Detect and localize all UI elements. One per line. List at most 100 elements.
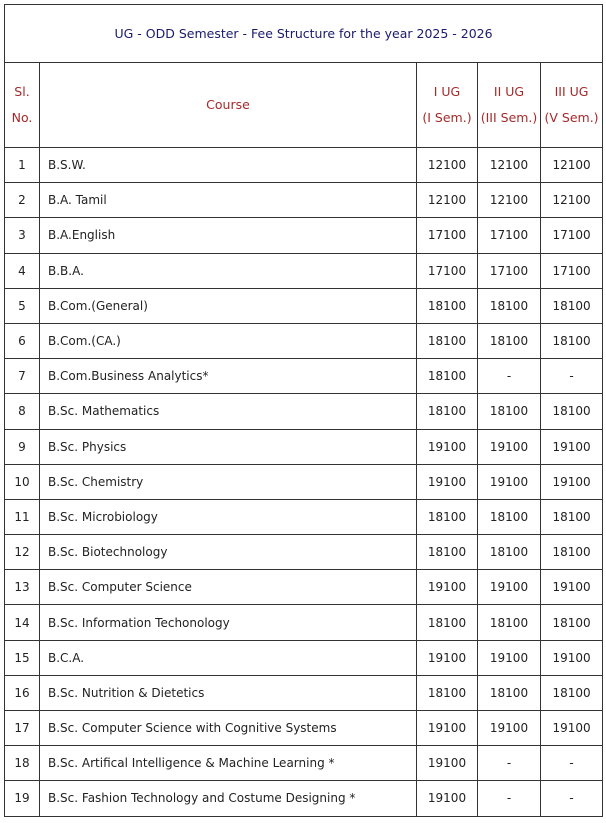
course-cell: B.A. Tamil xyxy=(39,182,417,219)
fee-cell: 18100 xyxy=(539,287,604,324)
fee-cell: 17100 xyxy=(477,217,541,254)
fee-cell: 17100 xyxy=(539,252,604,289)
table-row: 3 B.A.English 17100 17100 17100 xyxy=(4,217,604,254)
serial-cell: 1 xyxy=(4,146,40,184)
serial-cell: 5 xyxy=(4,287,40,324)
table-row: 1 B.S.W. 12100 12100 12100 xyxy=(4,146,604,184)
serial-cell: 10 xyxy=(4,463,40,500)
course-cell: B.C.A. xyxy=(39,639,417,676)
serial-cell: 13 xyxy=(4,569,40,606)
fee-cell: - xyxy=(539,358,604,395)
fee-cell: 18100 xyxy=(416,322,478,360)
serial-cell: 3 xyxy=(4,217,40,254)
course-cell: B.Sc. Physics xyxy=(39,428,417,465)
course-cell: B.Sc. Nutrition & Dietetics xyxy=(39,674,417,712)
course-cell: B.Sc. Biotechnology xyxy=(39,534,417,571)
fee-cell: 19100 xyxy=(416,780,478,817)
fee-cell: 19100 xyxy=(416,569,478,606)
header-line: III UG xyxy=(554,84,589,99)
course-cell: B.Sc. Microbiology xyxy=(39,498,417,536)
serial-cell: 18 xyxy=(4,745,40,782)
fee-cell: 18100 xyxy=(477,498,541,536)
table-row: 8 B.Sc. Mathematics 18100 18100 18100 xyxy=(4,393,604,430)
fee-cell: 19100 xyxy=(416,463,478,500)
fee-cell: 19100 xyxy=(416,709,478,747)
fee-cell: 19100 xyxy=(539,709,604,747)
table-row: 9 B.Sc. Physics 19100 19100 19100 xyxy=(4,428,604,465)
table-title: UG - ODD Semester - Fee Structure for th… xyxy=(3,4,604,63)
course-cell: B.Sc. Chemistry xyxy=(39,463,417,500)
serial-cell: 14 xyxy=(4,604,40,641)
fee-cell: 19100 xyxy=(477,463,541,500)
serial-cell: 11 xyxy=(4,498,40,536)
table-row: 14 B.Sc. Information Techonology 18100 1810… xyxy=(4,604,604,641)
fee-cell: 19100 xyxy=(416,745,478,782)
fee-cell: 19100 xyxy=(539,569,604,606)
fee-cell: 18100 xyxy=(477,534,541,571)
fee-cell: 18100 xyxy=(416,674,478,712)
course-cell: B.B.A. xyxy=(39,252,417,289)
serial-cell: 19 xyxy=(4,780,40,817)
serial-cell: 6 xyxy=(4,322,40,360)
fee-cell: 12100 xyxy=(416,182,478,219)
fee-cell: 18100 xyxy=(416,534,478,571)
table-row: 6 B.Com.(CA.) 18100 18100 18100 xyxy=(4,322,604,360)
fee-cell: 18100 xyxy=(477,287,541,324)
fee-cell: 17100 xyxy=(416,252,478,289)
fee-cell: 18100 xyxy=(416,287,478,324)
fee-cell: 18100 xyxy=(416,358,478,395)
column-header: III UG (V Sem.) xyxy=(539,62,604,148)
serial-cell: 8 xyxy=(4,393,40,430)
course-cell: B.Sc. Mathematics xyxy=(39,393,417,430)
table-row: 19 B.Sc. Fashion Technology and Costume D… xyxy=(4,780,604,817)
fee-cell: 19100 xyxy=(477,709,541,747)
fee-cell: 17100 xyxy=(477,252,541,289)
fee-cell: 18100 xyxy=(477,322,541,360)
serial-cell: 16 xyxy=(4,674,40,712)
fee-table: UG - ODD Semester - Fee Structure for th… xyxy=(3,4,604,817)
fee-cell: 18100 xyxy=(416,393,478,430)
fee-cell: 12100 xyxy=(539,146,604,184)
column-header: Sl. No. xyxy=(4,62,40,148)
course-cell: B.S.W. xyxy=(39,146,417,184)
header-line: Course xyxy=(206,97,250,112)
course-cell: B.Sc. Computer Science xyxy=(39,569,417,606)
fee-cell: 12100 xyxy=(416,146,478,184)
fee-cell: 18100 xyxy=(477,674,541,712)
course-cell: B.Sc. Information Techonology xyxy=(39,604,417,641)
serial-cell: 7 xyxy=(4,358,40,395)
table-row: 10 B.Sc. Chemistry 19100 19100 19100 xyxy=(4,463,604,500)
fee-cell: 18100 xyxy=(539,498,604,536)
table-row: 7 B.Com.Business Analytics* 18100- - xyxy=(4,358,604,395)
serial-cell: 15 xyxy=(4,639,40,676)
course-cell: B.Com.Business Analytics* xyxy=(39,358,417,395)
table-row: 11 B.Sc. Microbiology 18100 18100 18100 xyxy=(4,498,604,536)
fee-cell: 19100 xyxy=(477,639,541,676)
fee-cell: 12100 xyxy=(477,182,541,219)
table-row: 15 B.C.A. 19100 19100 19100 xyxy=(4,639,604,676)
serial-cell: 2 xyxy=(4,182,40,219)
table-row: 4 B.B.A. 17100 17100 17100 xyxy=(4,252,604,289)
course-cell: B.Sc. Fashion Technology and Costume Des… xyxy=(39,780,417,817)
column-header: Course xyxy=(39,62,417,148)
serial-cell: 9 xyxy=(4,428,40,465)
table-row: 2 B.A. Tamil 12100 12100 12100 xyxy=(4,182,604,219)
column-header: I UG (I Sem.) xyxy=(416,62,478,148)
fee-cell: 19100 xyxy=(416,428,478,465)
fee-cell: 18100 xyxy=(416,498,478,536)
header-line: (III Sem.) xyxy=(480,110,538,125)
fee-cell: 19100 xyxy=(477,569,541,606)
serial-cell: 12 xyxy=(4,534,40,571)
serial-cell: 17 xyxy=(4,709,40,747)
course-cell: B.Sc. Artifical Intelligence & Machine L… xyxy=(39,745,417,782)
fee-cell: 18100 xyxy=(539,322,604,360)
fee-cell: 18100 xyxy=(477,604,541,641)
header-line: I UG xyxy=(433,84,461,99)
header-line: (I Sem.) xyxy=(422,110,472,125)
fee-cell: 18100 xyxy=(477,393,541,430)
fee-cell: 18100 xyxy=(539,674,604,712)
header-line: II UG xyxy=(493,84,525,99)
table-row: 13 B.Sc. Computer Science 19100 19100 19100 xyxy=(4,569,604,606)
fee-cell: 12100 xyxy=(477,146,541,184)
